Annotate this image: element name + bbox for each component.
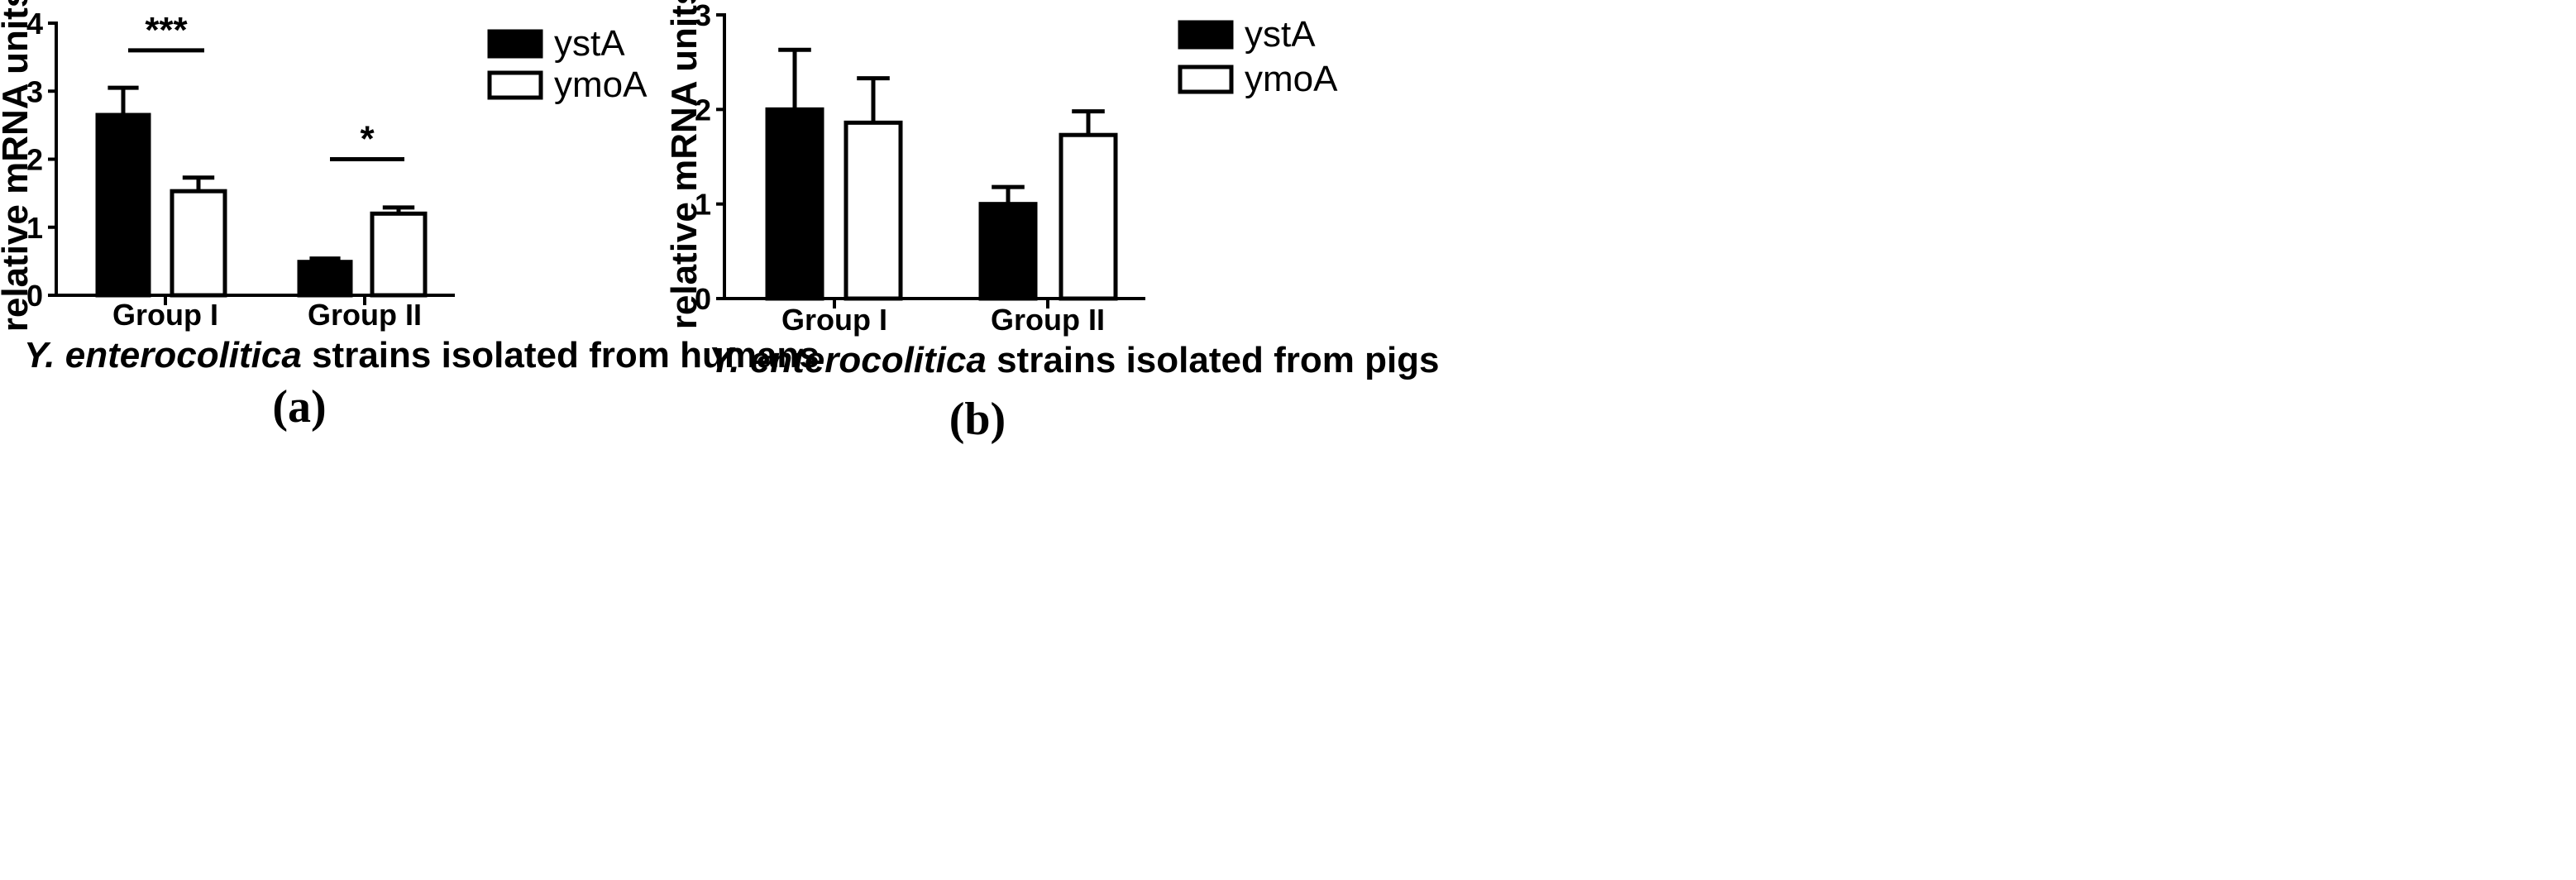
legend-label-ymoA: ymoA xyxy=(1245,59,1338,99)
x-axis-title: Y. enterocolitica strains isolated from … xyxy=(24,335,820,375)
y-tick-label: 0 xyxy=(26,279,43,313)
x-tick-label: Group II xyxy=(308,298,422,332)
bar-ystA xyxy=(978,202,1038,301)
y-tick-label: 1 xyxy=(26,211,43,245)
bar-ystA xyxy=(765,107,824,301)
legend-swatch-ymoA xyxy=(1178,65,1234,94)
x-axis-title-italic: Y. enterocolitica xyxy=(24,335,302,375)
panel-label: (a) xyxy=(272,381,326,433)
legend-swatch-ystA xyxy=(487,29,543,59)
bar-ystA xyxy=(95,112,151,298)
legend-label-ystA: ystA xyxy=(1245,14,1316,55)
x-tick-label: Group I xyxy=(112,298,218,332)
legend-swatch-ymoA xyxy=(487,70,543,100)
x-tick-label: Group II xyxy=(991,303,1105,337)
x-axis-title-italic: Y. enterocolitica xyxy=(709,340,987,380)
legend-label-ymoA: ymoA xyxy=(554,65,648,105)
bar-ymoA xyxy=(1059,132,1118,301)
y-axis-label: relative mRNA units xyxy=(664,0,705,329)
bar-ystA xyxy=(297,260,353,298)
x-axis-title-rest: strains isolated from pigs xyxy=(987,340,1440,380)
significance-label: * xyxy=(360,119,375,160)
y-tick-label: 1 xyxy=(695,188,711,222)
x-tick-label: Group I xyxy=(781,303,887,337)
bar-ymoA xyxy=(370,211,428,298)
x-axis-title-rest: strains isolated from humans xyxy=(302,335,820,375)
y-tick-label: 2 xyxy=(695,93,711,127)
y-tick-label: 2 xyxy=(26,143,43,177)
y-tick-label: 0 xyxy=(695,282,711,316)
y-tick-label: 3 xyxy=(695,0,711,32)
y-axis-label: relative mRNA units xyxy=(0,0,36,332)
y-tick-label: 4 xyxy=(26,7,43,41)
bar-ymoA xyxy=(170,189,227,298)
x-axis-title: Y. enterocolitica strains isolated from … xyxy=(709,340,1440,380)
bar-ymoA xyxy=(844,120,903,301)
chart-b: 0 1 2 3 Group I Group II relative mRNA units ys… xyxy=(664,0,1440,445)
y-tick-label: 3 xyxy=(26,74,43,108)
legend-label-ystA: ystA xyxy=(554,23,625,64)
legend-swatch-ystA xyxy=(1178,20,1234,50)
panel-label: (b) xyxy=(949,394,1006,445)
significance-label: *** xyxy=(145,10,188,50)
